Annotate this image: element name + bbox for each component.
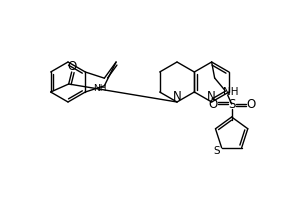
Text: O: O [208,98,217,110]
Text: O: O [67,60,76,73]
Text: N: N [172,90,182,104]
Text: S: S [213,146,220,156]
Text: NH: NH [94,84,107,93]
Text: N: N [207,90,216,104]
Text: NH: NH [223,87,239,97]
Text: O: O [246,98,255,110]
Text: S: S [228,98,235,110]
